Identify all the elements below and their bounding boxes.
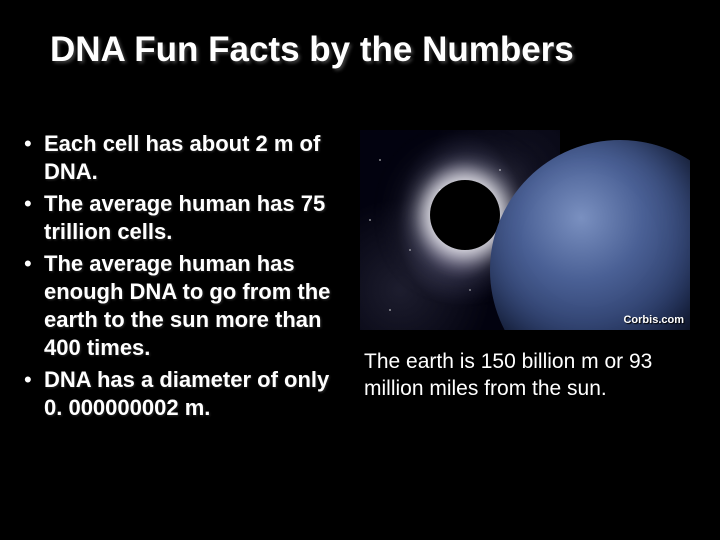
image-credit: Corbis.com: [623, 314, 684, 326]
image-column: Corbis.com The earth is 150 billion m or…: [360, 130, 700, 520]
bullet-text: Each cell has about 2 m of DNA.: [44, 130, 350, 186]
bullet-glyph-icon: •: [20, 366, 44, 422]
list-item: • DNA has a diameter of only 0. 00000000…: [20, 366, 350, 422]
list-item: • The average human has enough DNA to go…: [20, 250, 350, 362]
bullet-list: • Each cell has about 2 m of DNA. • The …: [20, 130, 350, 422]
list-item: • Each cell has about 2 m of DNA.: [20, 130, 350, 186]
bullet-text: The average human has enough DNA to go f…: [44, 250, 350, 362]
bullet-text: DNA has a diameter of only 0. 000000002 …: [44, 366, 350, 422]
list-item: • The average human has 75 trillion cell…: [20, 190, 350, 246]
bullet-text: The average human has 75 trillion cells.: [44, 190, 350, 246]
slide-title: DNA Fun Facts by the Numbers: [50, 30, 700, 70]
eclipse-icon: [430, 180, 500, 250]
bullet-glyph-icon: •: [20, 190, 44, 246]
bullet-column: • Each cell has about 2 m of DNA. • The …: [20, 130, 360, 520]
content-area: • Each cell has about 2 m of DNA. • The …: [20, 130, 700, 520]
image-caption: The earth is 150 billion m or 93 million…: [360, 348, 700, 402]
bullet-glyph-icon: •: [20, 130, 44, 186]
space-image: Corbis.com: [360, 130, 690, 330]
bullet-glyph-icon: •: [20, 250, 44, 362]
